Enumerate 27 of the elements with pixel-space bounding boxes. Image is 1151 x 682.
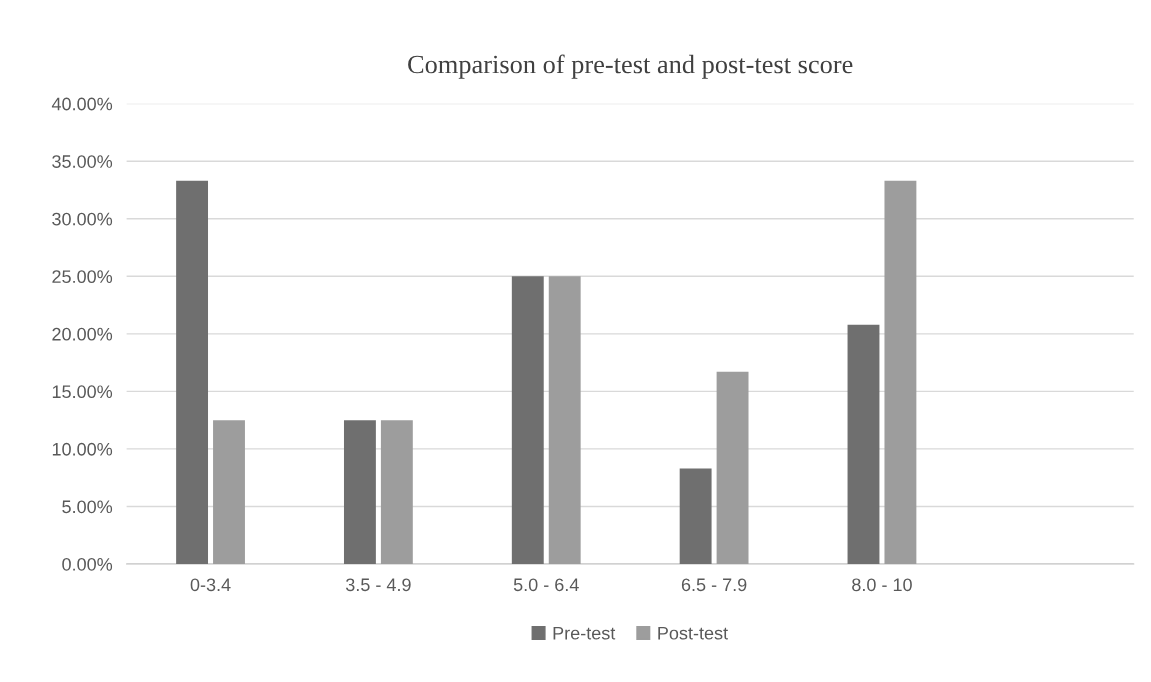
x-tick-label: 5.0 - 6.4: [513, 578, 579, 592]
y-tick-label: 35.00%: [52, 155, 113, 168]
legend-label: Post-test: [658, 626, 728, 640]
y-tick-label: 0.00%: [62, 557, 113, 571]
chart-title: Comparison of pre-test and post-test score: [408, 54, 853, 79]
bar: [884, 180, 917, 565]
y-tick-label: 40.00%: [51, 97, 113, 111]
bar: [716, 371, 749, 565]
y-tick-label: 25.00%: [52, 270, 113, 284]
y-tick-label: 15.00%: [52, 385, 113, 399]
bar: [176, 180, 209, 565]
y-tick-label: 10.00%: [52, 442, 113, 456]
bar: [679, 468, 712, 565]
y-tick-label: 20.00%: [52, 327, 113, 341]
x-tick-label: 3.5 - 4.9: [345, 578, 411, 592]
bar: [847, 324, 880, 565]
legend-label: Pre-test: [553, 626, 616, 640]
y-tick-label: 30.00%: [52, 212, 113, 226]
x-tick-label: 0-3.4: [190, 578, 231, 592]
x-tick-label: 8.0 - 10: [852, 578, 912, 592]
x-tick-label: 6.5 - 7.9: [681, 578, 747, 592]
bar: [511, 276, 544, 565]
bar: [548, 276, 581, 565]
bar: [213, 420, 245, 565]
y-tick-label: 5.00%: [62, 500, 113, 514]
bar: [380, 420, 413, 565]
bar: [343, 420, 376, 565]
